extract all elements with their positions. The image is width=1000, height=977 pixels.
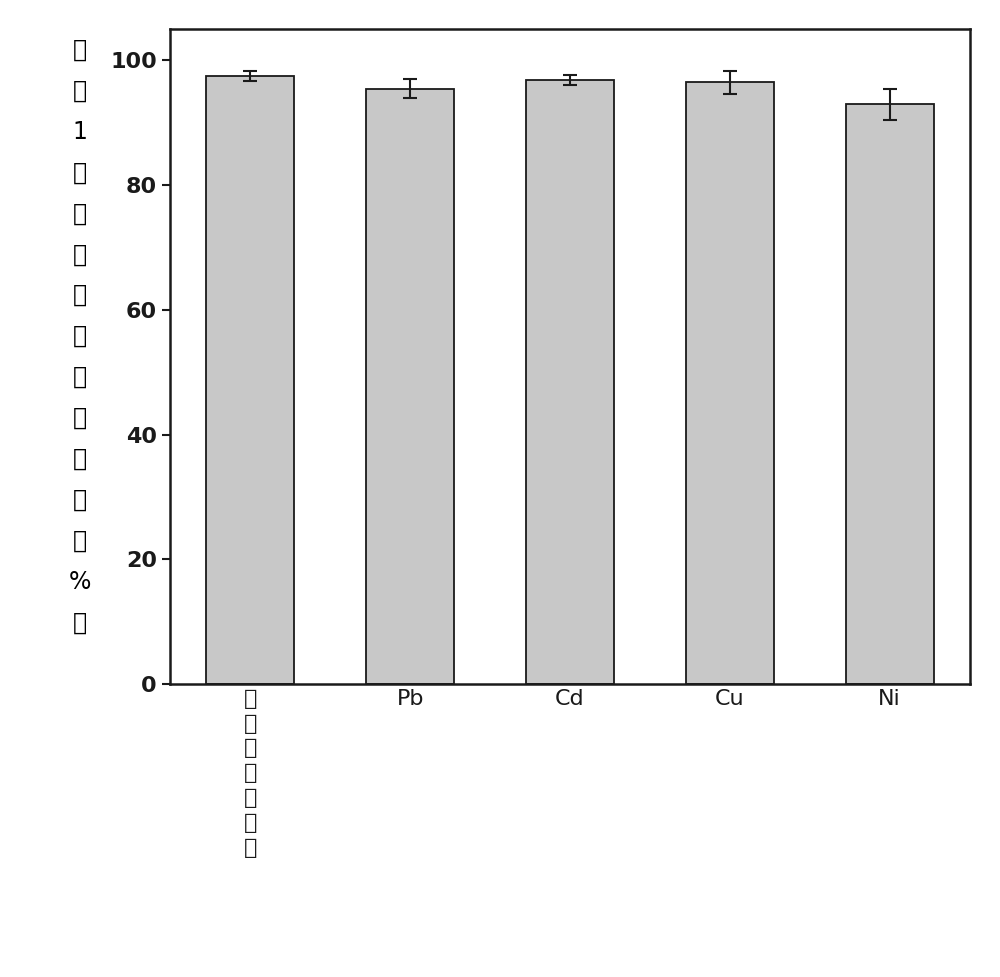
- Text: %: %: [69, 570, 91, 594]
- Text: （: （: [73, 529, 87, 553]
- Text: 各: 各: [73, 242, 87, 267]
- Text: 脱: 脱: [73, 79, 87, 103]
- Text: 除: 除: [73, 446, 87, 471]
- Bar: [206, 76, 294, 684]
- Text: 率: 率: [73, 488, 87, 512]
- Text: 去: 去: [73, 406, 87, 430]
- Text: 物: 物: [73, 365, 87, 389]
- Text: 1: 1: [73, 119, 87, 144]
- Text: 染: 染: [73, 324, 87, 348]
- Text: 污: 污: [73, 283, 87, 307]
- Text: 次: 次: [73, 160, 87, 185]
- Text: 洗: 洗: [73, 38, 87, 62]
- Bar: [366, 89, 454, 684]
- Bar: [526, 80, 614, 684]
- Bar: [686, 82, 774, 684]
- Bar: [846, 105, 934, 684]
- Text: 后: 后: [73, 201, 87, 226]
- Text: ）: ）: [73, 611, 87, 634]
